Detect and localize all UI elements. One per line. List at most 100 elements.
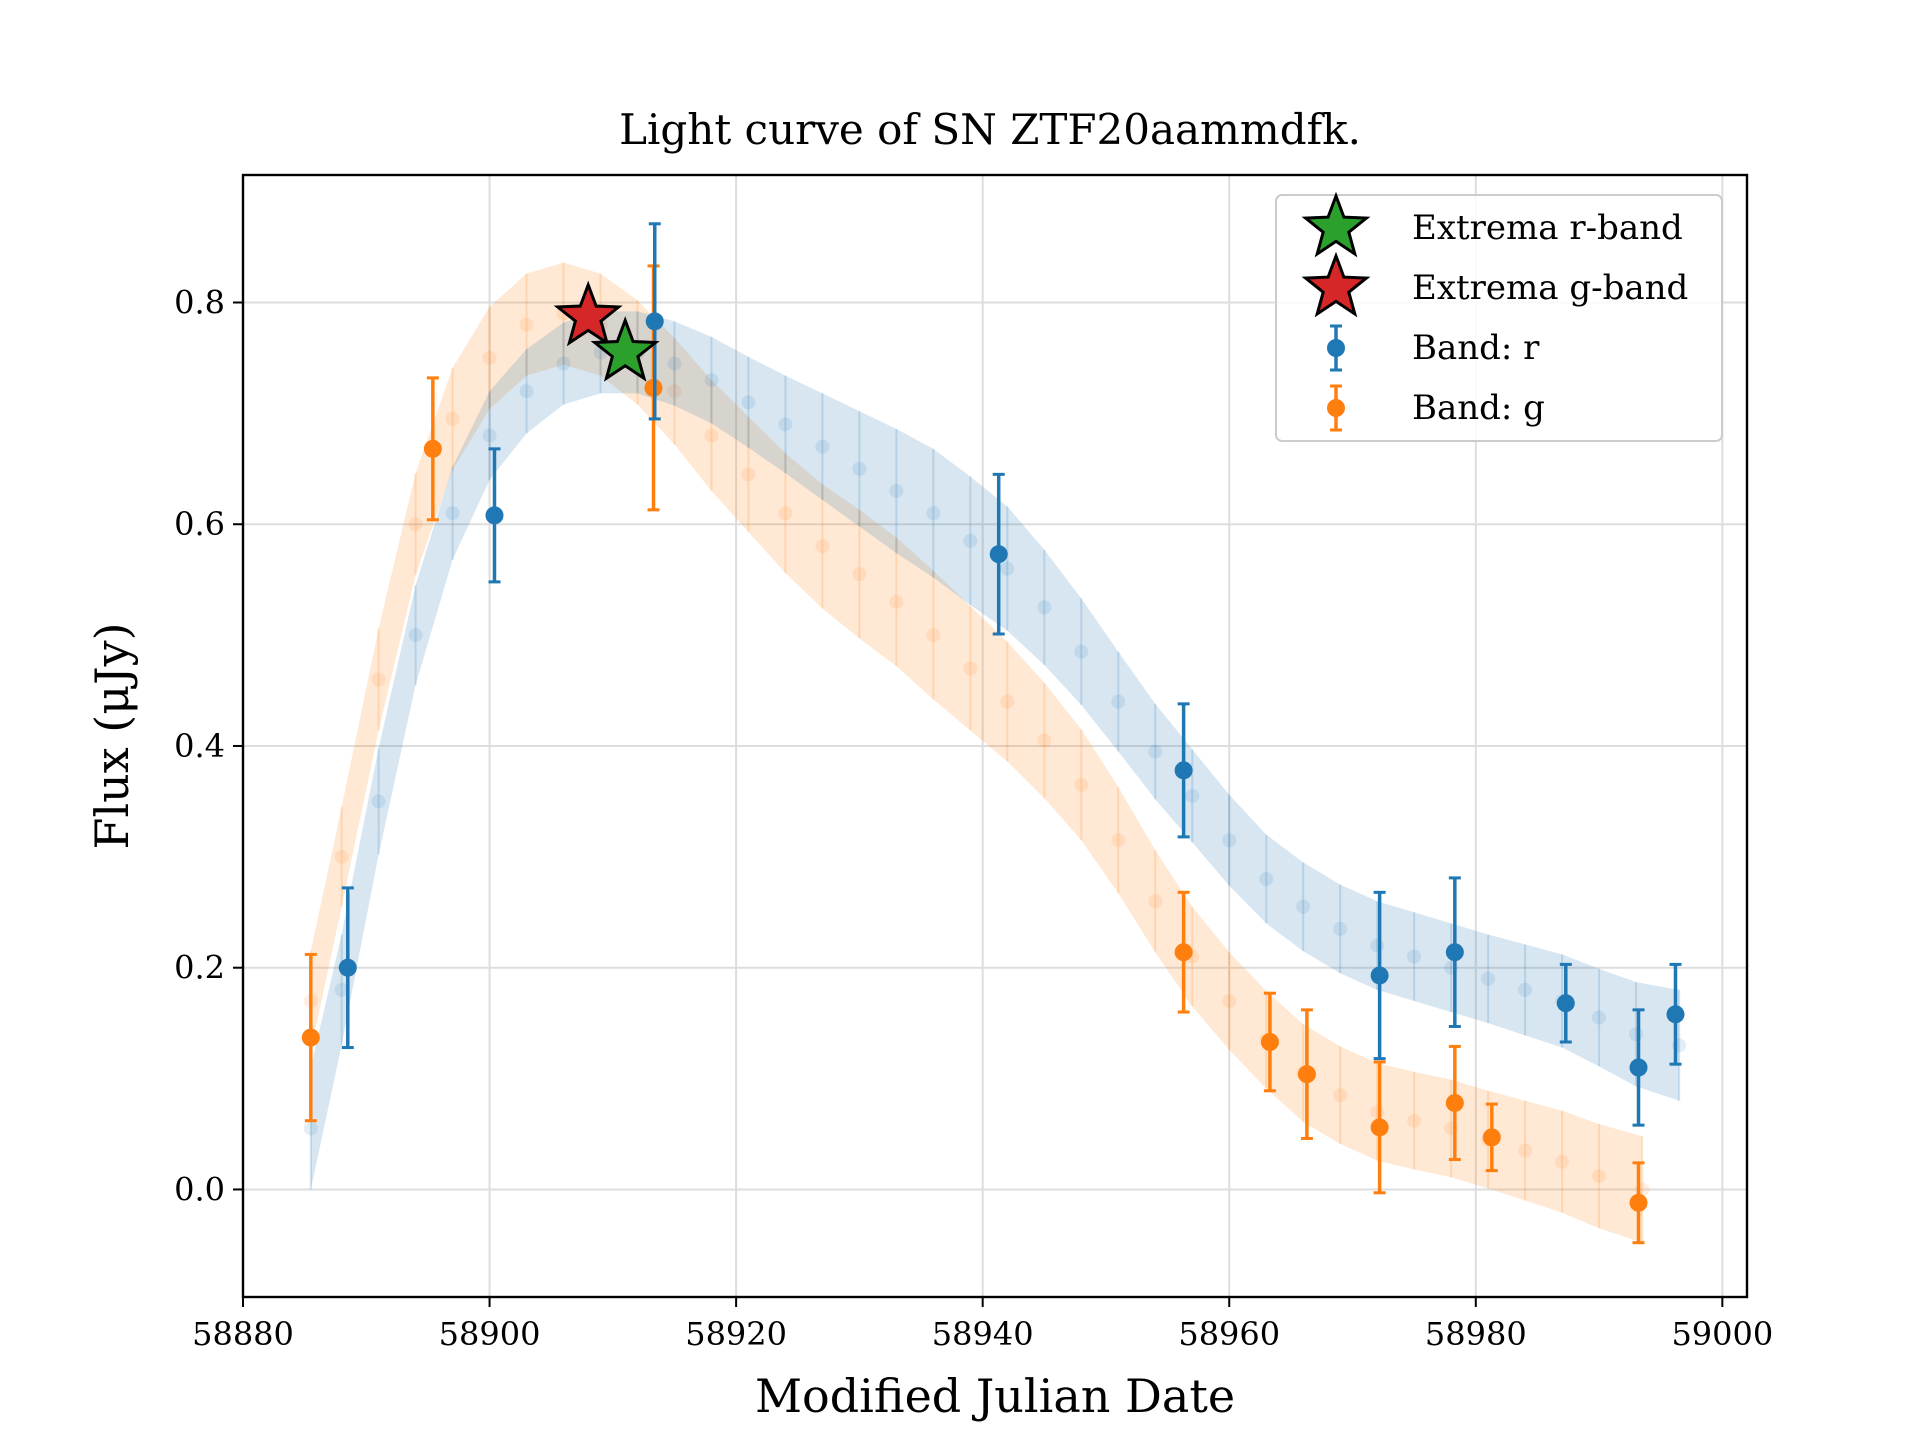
r-band-model-point [963, 534, 977, 548]
r-band-point [646, 312, 664, 330]
x-tick-label: 58880 [192, 1315, 294, 1353]
g-band-point [302, 1029, 320, 1047]
r-band-model-point [1000, 562, 1014, 576]
g-band-model-point [1000, 695, 1014, 709]
r-band-model-point [1629, 1027, 1643, 1041]
y-axis-label: Flux (μJy) [85, 622, 139, 849]
r-band-model-point [304, 1121, 318, 1135]
r-band-model-point [1407, 950, 1421, 964]
r-band-model-point [1259, 872, 1273, 886]
r-band-point [1630, 1059, 1648, 1077]
g-band-model-point [926, 628, 940, 642]
g-band-model-point [520, 318, 534, 332]
g-band-model-point [741, 467, 755, 481]
r-band-point [990, 545, 1008, 563]
x-tick-label: 58920 [685, 1315, 787, 1353]
r-band-point [1446, 943, 1464, 961]
legend: Extrema r-band Extrema g-band Band: r Band:… [1276, 195, 1722, 441]
r-band-model-point [1037, 600, 1051, 614]
g-band-model-point [446, 412, 460, 426]
r-band-model-point [520, 384, 534, 398]
g-band-model-point [483, 351, 497, 365]
x-tick-label: 58900 [439, 1315, 541, 1353]
g-band-point [1446, 1094, 1464, 1112]
g-band-model-point [1111, 833, 1125, 847]
legend-band-g-label: Band: g [1412, 388, 1545, 428]
g-band-model-point [335, 850, 349, 864]
r-band-model-point [557, 356, 571, 370]
r-band-model-point [667, 356, 681, 370]
g-band-model-point [1222, 994, 1236, 1008]
x-axis-label: Modified Julian Date [755, 1369, 1235, 1423]
r-band-point [1557, 994, 1575, 1012]
r-band-model-point [704, 373, 718, 387]
r-band-point [1666, 1005, 1684, 1023]
r-band-model-point [1222, 833, 1236, 847]
g-band-model-point [1074, 778, 1088, 792]
legend-extrema-g-band-label: Extrema g-band [1412, 268, 1688, 308]
g-band-point [424, 440, 442, 458]
legend-band-g-marker [1327, 399, 1345, 417]
r-band-model-point [1185, 789, 1199, 803]
g-band-point [1483, 1128, 1501, 1146]
y-tick-label: 0.6 [174, 505, 225, 543]
r-band-model-point [889, 484, 903, 498]
g-band-model-point [1555, 1155, 1569, 1169]
r-band-point [339, 959, 357, 977]
r-band-model-point [1148, 745, 1162, 759]
x-tick-label: 59000 [1671, 1315, 1773, 1353]
r-band-model-point [1296, 900, 1310, 914]
r-band-model-point [1481, 972, 1495, 986]
g-band-model-point [852, 567, 866, 581]
r-band-model-point [1333, 922, 1347, 936]
y-tick-label: 0.8 [174, 284, 225, 322]
r-band-model-point [483, 429, 497, 443]
y-tick-label: 0.2 [174, 949, 225, 987]
x-tick-label: 58960 [1178, 1315, 1280, 1353]
g-band-model-point [1370, 1105, 1384, 1119]
r-band-model-point [778, 417, 792, 431]
r-band-model-point [409, 628, 423, 642]
g-band-model-point [1037, 733, 1051, 747]
r-band-model-point [1592, 1011, 1606, 1025]
r-band-point [1371, 966, 1389, 984]
legend-extrema-r-band-label: Extrema r-band [1412, 208, 1683, 248]
r-band-model-point [1074, 645, 1088, 659]
g-band-model-point [1518, 1144, 1532, 1158]
g-band-model-point [1333, 1088, 1347, 1102]
r-band-point [1175, 761, 1193, 779]
r-band-model-point [1518, 983, 1532, 997]
g-band-model-point [778, 506, 792, 520]
legend-band-r-marker [1327, 339, 1345, 357]
g-band-model-point [889, 595, 903, 609]
r-band-model-point [372, 794, 386, 808]
g-band-point [1298, 1065, 1316, 1083]
r-band-model-point [446, 506, 460, 520]
g-band-model-point [1407, 1114, 1421, 1128]
g-band-point [1261, 1033, 1279, 1051]
g-band-point [1371, 1118, 1389, 1136]
x-tick-label: 58980 [1425, 1315, 1527, 1353]
r-band-point [485, 506, 503, 524]
r-band-model-point [815, 440, 829, 454]
g-band-point [1630, 1194, 1648, 1212]
g-band-model-point [409, 517, 423, 531]
r-band-model-point [741, 395, 755, 409]
r-band-model-point [852, 462, 866, 476]
legend-band-r-label: Band: r [1412, 328, 1540, 368]
g-band-model-point [1592, 1169, 1606, 1183]
chart-title: Light curve of SN ZTF20aammdfk. [619, 105, 1361, 154]
g-band-model-point [815, 539, 829, 553]
y-tick-label: 0.0 [174, 1170, 225, 1208]
x-tick-label: 58940 [932, 1315, 1034, 1353]
g-band-model-point [372, 672, 386, 686]
r-band-model-point [1111, 695, 1125, 709]
r-band-model-point [926, 506, 940, 520]
g-band-point [1175, 943, 1193, 961]
g-band-model-point [704, 429, 718, 443]
g-band-model-point [963, 661, 977, 675]
g-band-model-point [1148, 894, 1162, 908]
y-tick-label: 0.4 [174, 727, 225, 765]
r-band-model-point [1370, 939, 1384, 953]
